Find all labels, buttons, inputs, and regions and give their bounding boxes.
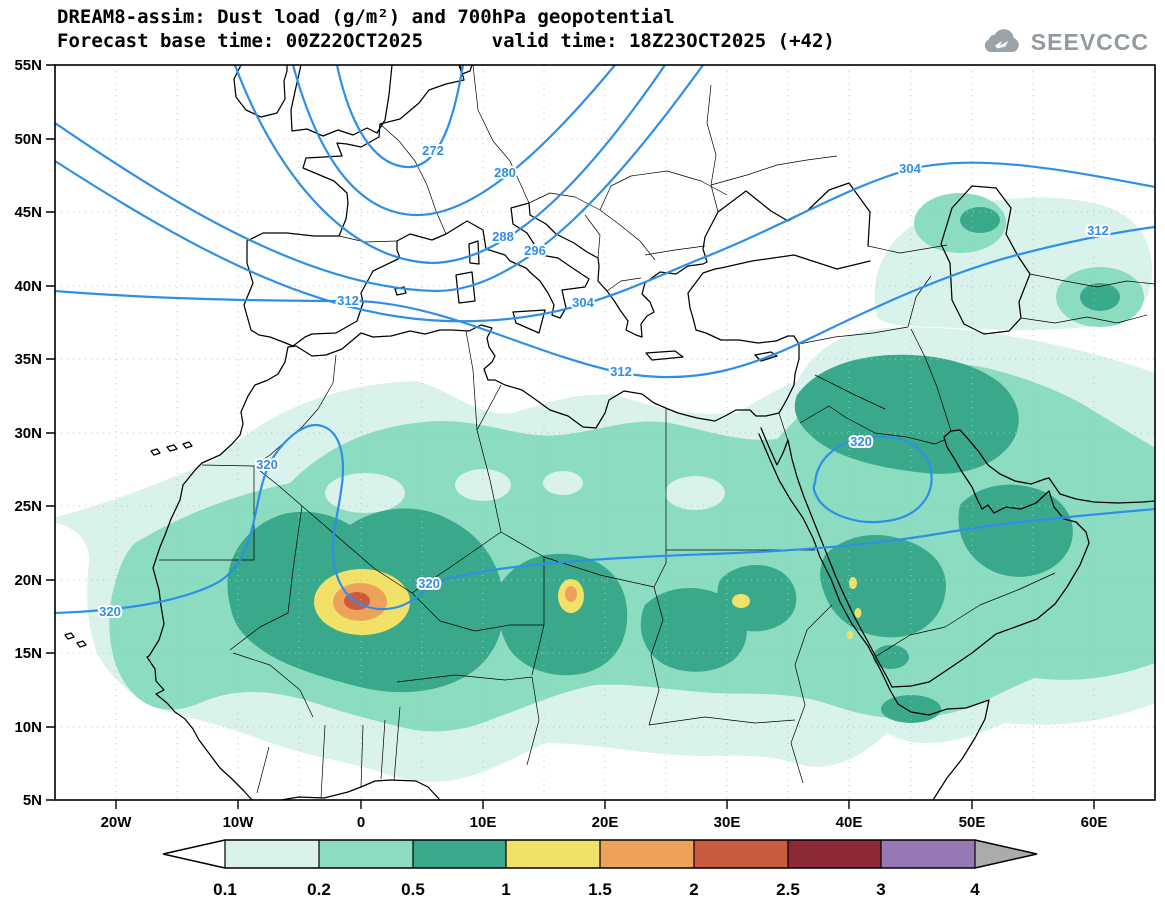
contour-272 <box>335 65 465 169</box>
lon-label: 10W <box>223 814 255 831</box>
colorbar-tick-label: 1 <box>501 880 510 899</box>
logo-text: SEEVCCC <box>1030 29 1149 55</box>
lat-label: 25N <box>14 498 42 515</box>
colorbar: 0.1 0.2 0.5 1 1.5 2 2.5 3 4 <box>162 839 1038 899</box>
contour-288 <box>233 65 667 265</box>
coastline-denmark <box>458 65 473 75</box>
coastline-arabia <box>760 427 1155 688</box>
lon-label: 60E <box>1081 814 1108 831</box>
lon-label: 30E <box>714 814 741 831</box>
geopotential-contours <box>55 65 1155 615</box>
colorbar-segment <box>600 840 694 868</box>
contour-296 <box>55 65 705 293</box>
coastlines <box>64 65 1155 800</box>
colorbar-segment <box>506 840 600 868</box>
colorbar-tick-label: 4 <box>970 880 980 899</box>
contour-320-arabia <box>812 435 933 524</box>
contour-label: 312 <box>610 364 632 379</box>
colorbar-tick-label: 2.5 <box>776 880 800 899</box>
forecast-times: Forecast base time: 00Z22OCT2025 valid t… <box>57 30 835 52</box>
lat-label: 20N <box>14 572 42 589</box>
colorbar-segment <box>319 840 413 868</box>
colorbar-tick-label: 1.5 <box>588 880 612 899</box>
contour-label: 320 <box>418 576 440 591</box>
colorbar-segment <box>694 840 788 868</box>
colorbar-arrow-right <box>975 840 1037 868</box>
lat-label: 5N <box>23 792 42 809</box>
contour-label: 288 <box>492 229 514 244</box>
contour-320-main <box>55 423 1155 615</box>
country-borders <box>159 65 1155 799</box>
contour-label: 320 <box>256 457 278 472</box>
lat-label: 50N <box>14 131 42 148</box>
lon-label: 20W <box>101 814 133 831</box>
lon-label: 10E <box>470 814 497 831</box>
contour-312 <box>55 225 1155 379</box>
colorbar-tick-label: 0.2 <box>307 880 331 899</box>
coastline-islands <box>64 240 778 648</box>
contour-304 <box>55 159 1155 323</box>
lat-label: 45N <box>14 204 42 221</box>
contour-label: 304 <box>899 161 921 176</box>
lat-label: 55N <box>14 57 42 74</box>
contour-label: 312 <box>337 293 359 308</box>
lat-label: 15N <box>14 645 42 662</box>
dust-holes-pale <box>325 469 725 513</box>
contour-label: 304 <box>572 295 594 310</box>
lat-label: 35N <box>14 351 42 368</box>
cloud-icon <box>978 24 1024 61</box>
coastline-caspian <box>940 185 1031 335</box>
graticule <box>55 65 1155 800</box>
coastline-turkey-africa <box>146 254 871 800</box>
colorbar-tick-label: 0.1 <box>213 880 237 899</box>
contour-label: 320 <box>850 434 872 449</box>
lat-label: 40N <box>14 278 42 295</box>
colorbar-separators <box>224 840 976 868</box>
contour-280 <box>291 65 617 217</box>
lon-label: 0 <box>357 814 365 831</box>
contour-label: 320 <box>99 604 121 619</box>
coastline-britain <box>290 65 393 137</box>
contour-label: 296 <box>524 243 546 258</box>
colorbar-segment <box>788 840 881 868</box>
contour-label: 312 <box>1087 223 1109 238</box>
coastline-ireland <box>233 65 288 118</box>
colorbar-tick-label: 3 <box>876 880 885 899</box>
contour-label: 280 <box>494 165 516 180</box>
lon-label: 40E <box>836 814 863 831</box>
colorbar-arrow-left <box>163 840 225 868</box>
lon-label: 20E <box>592 814 619 831</box>
colorbar-segment <box>413 840 506 868</box>
contour-label: 272 <box>422 143 444 158</box>
colorbar-segment <box>881 840 975 868</box>
coastline-europe <box>243 65 871 347</box>
coastline-guinea <box>280 779 441 800</box>
contour-label-group: 272 280 288 296 304 304 312 312 312 320 … <box>97 141 1111 621</box>
colorbar-segment <box>225 840 319 868</box>
colorbar-tick-label: 2 <box>689 880 698 899</box>
lon-ticks <box>115 800 1095 809</box>
lat-label: 30N <box>14 425 42 442</box>
coastline-redsea-africa <box>758 433 990 800</box>
colorbar-tick-label: 0.5 <box>401 880 425 899</box>
lat-label: 10N <box>14 719 42 736</box>
seevccc-logo: SEEVCCC <box>978 24 1149 61</box>
chart-title: DREAM8-assim: Dust load (g/m²) and 700hP… <box>57 6 675 28</box>
lat-ticks <box>46 64 55 801</box>
lon-label: 50E <box>959 814 986 831</box>
